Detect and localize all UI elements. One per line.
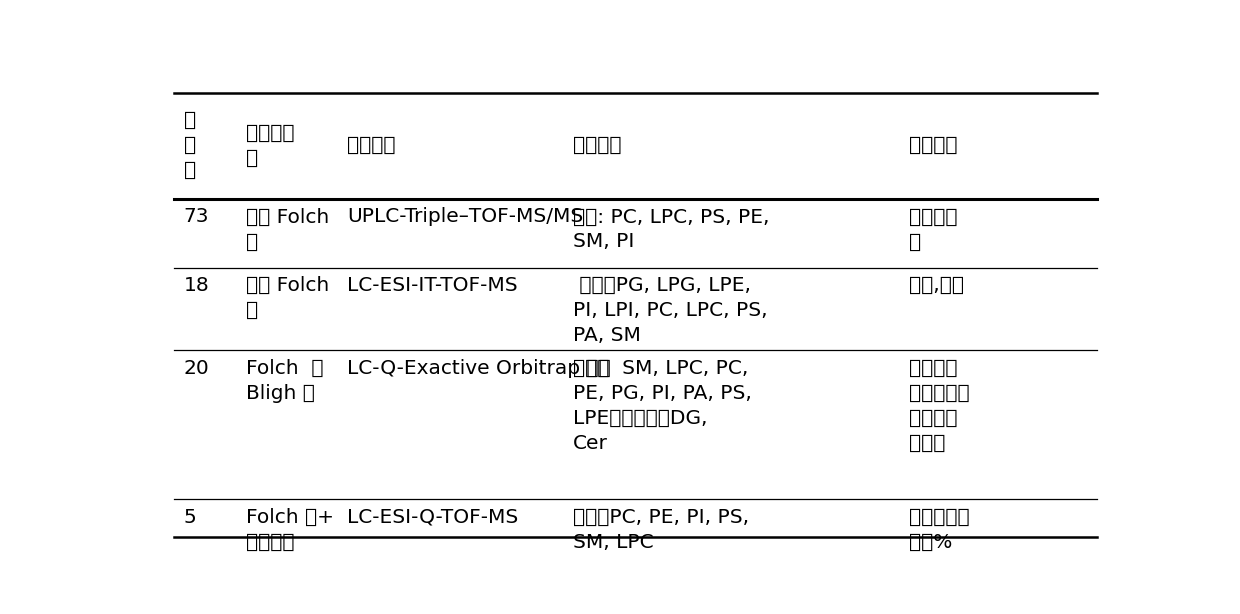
Text: 样
品
数: 样 品 数 <box>184 111 196 181</box>
Text: 73: 73 <box>184 208 210 227</box>
Text: 定性，相对
定量%: 定性，相对 定量% <box>909 508 970 552</box>
Text: 微调 Folch
法: 微调 Folch 法 <box>247 276 330 320</box>
Text: LC-ESI-Q-TOF-MS: LC-ESI-Q-TOF-MS <box>347 508 518 527</box>
Text: 20: 20 <box>184 359 210 378</box>
Text: UPLC-Triple–TOF-MS/MS: UPLC-Triple–TOF-MS/MS <box>347 208 584 227</box>
Text: 微调 Folch
法: 微调 Folch 法 <box>247 208 330 252</box>
Text: LC-Q-Exactive Orbitrap 质谱: LC-Q-Exactive Orbitrap 质谱 <box>347 359 611 378</box>
Text: 检测技术: 检测技术 <box>347 136 396 155</box>
Text: 18: 18 <box>184 276 210 295</box>
Text: 定性和定
量: 定性和定 量 <box>909 208 957 252</box>
Text: 定性,定量: 定性,定量 <box>909 276 965 295</box>
Text: 5: 5 <box>184 508 197 527</box>
Text: 磷脂: PC, LPC, PS, PE,
SM, PI: 磷脂: PC, LPC, PS, PE, SM, PI <box>573 208 770 252</box>
Text: 检测种类: 检测种类 <box>573 136 621 155</box>
Text: 磷脂：PG, LPG, LPE,
PI, LPI, PC, LPC, PS,
PA, SM: 磷脂：PG, LPG, LPE, PI, LPI, PC, LPC, PS, P… <box>573 276 768 345</box>
Text: 磷脂：  SM, LPC, PC,
PE, PG, PI, PA, PS,
LPE；其他脂：DG,
Cer: 磷脂： SM, LPC, PC, PE, PG, PI, PA, PS, LPE… <box>573 359 751 453</box>
Text: Folch  和
Bligh 法: Folch 和 Bligh 法 <box>247 359 324 403</box>
Text: 定性和定
量，每一类
采用外标
法定量: 定性和定 量，每一类 采用外标 法定量 <box>909 359 970 453</box>
Text: 定性定量: 定性定量 <box>909 136 957 155</box>
Text: 前处理方
法: 前处理方 法 <box>247 124 295 168</box>
Text: 磷脂：PC, PE, PI, PS,
SM, LPC: 磷脂：PC, PE, PI, PS, SM, LPC <box>573 508 749 552</box>
Text: LC-ESI-IT-TOF-MS: LC-ESI-IT-TOF-MS <box>347 276 518 295</box>
Text: Folch 法+
固相萃取: Folch 法+ 固相萃取 <box>247 508 335 552</box>
